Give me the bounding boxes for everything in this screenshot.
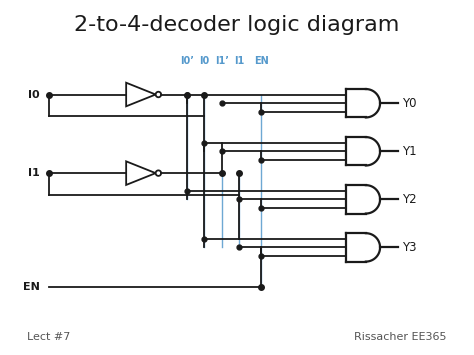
Text: I0’: I0’ <box>180 56 194 66</box>
Text: I1: I1 <box>234 56 244 66</box>
Text: I1’: I1’ <box>215 56 229 66</box>
Text: EN: EN <box>254 56 268 66</box>
Text: Y0: Y0 <box>402 97 416 110</box>
Text: 2-to-4-decoder logic diagram: 2-to-4-decoder logic diagram <box>74 15 400 35</box>
Text: Y3: Y3 <box>402 241 416 254</box>
Text: Y2: Y2 <box>402 193 417 206</box>
Text: I0: I0 <box>28 89 39 99</box>
Text: Y1: Y1 <box>402 145 417 158</box>
Text: Lect #7: Lect #7 <box>27 332 71 342</box>
Text: Rissacher EE365: Rissacher EE365 <box>354 332 447 342</box>
Text: I0: I0 <box>199 56 210 66</box>
Text: EN: EN <box>23 282 39 292</box>
Text: I1: I1 <box>28 168 39 178</box>
